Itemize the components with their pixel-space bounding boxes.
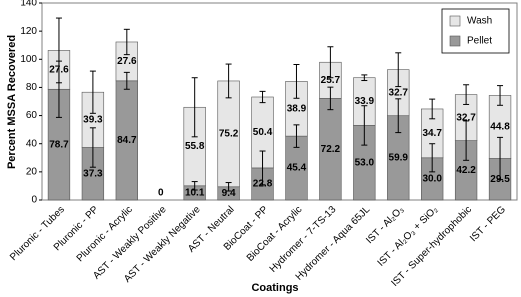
value-label: 78.7	[49, 139, 69, 150]
value-label: 45.4	[287, 163, 307, 174]
value-label: 55.8	[185, 141, 205, 152]
error-bar	[429, 98, 436, 120]
y-tick-label: 40	[26, 138, 38, 149]
plot-area	[41, 2, 518, 201]
value-label: 27.6	[117, 56, 137, 67]
value-label: 10.1	[185, 188, 205, 199]
legend-label: Pellet	[467, 36, 492, 47]
error-bar	[497, 85, 504, 106]
error-bar	[361, 105, 368, 146]
y-tick-label: 120	[20, 26, 37, 37]
value-label: 44.8	[490, 122, 510, 133]
y-tick-label: 20	[26, 166, 38, 177]
error-bar	[429, 143, 436, 173]
x-axis-title: Coatings	[251, 282, 298, 294]
value-label: 32.7	[456, 112, 476, 123]
value-label: 84.7	[117, 135, 137, 146]
value-label: 37.3	[83, 168, 103, 179]
value-label: 34.7	[422, 128, 442, 139]
legend-swatch	[449, 35, 461, 47]
error-bar	[225, 182, 232, 192]
error-bar	[89, 70, 96, 114]
error-bar	[327, 46, 334, 79]
legend-label: Wash	[467, 16, 492, 27]
error-bar	[497, 136, 504, 181]
error-bar	[463, 120, 470, 161]
value-label: 42.2	[456, 165, 476, 176]
legend-swatch	[449, 15, 461, 27]
error-bar	[259, 150, 266, 186]
y-axis-title: Percent MSSA Recovered	[6, 35, 18, 169]
y-tick-label: 60	[26, 110, 38, 121]
value-label: 30.0	[422, 174, 442, 185]
value-label: 72.2	[321, 144, 341, 155]
error-bar	[191, 77, 198, 138]
value-label: 9.4	[222, 188, 236, 199]
error-bar	[327, 86, 334, 111]
error-bar	[89, 127, 96, 168]
y-tick-label: 80	[26, 82, 38, 93]
error-bar	[293, 124, 300, 148]
value-label: 50.4	[253, 127, 273, 138]
error-bar	[395, 98, 402, 134]
value-label: 59.9	[389, 152, 409, 163]
error-bar	[395, 52, 402, 88]
x-tick-label: Pluronic - Tubes	[8, 204, 67, 263]
error-bar	[191, 181, 198, 191]
value-label: 0	[158, 188, 164, 199]
x-tick-label: IST - Al₂O₃ + SiO₂	[376, 204, 441, 269]
error-bar	[361, 74, 368, 82]
error-bar	[123, 28, 130, 56]
error-bar	[123, 71, 130, 90]
value-label: 32.7	[389, 87, 409, 98]
value-label: 53.0	[355, 157, 375, 168]
error-bar	[225, 63, 232, 99]
value-label: 25.7	[321, 75, 341, 86]
error-bar	[259, 90, 266, 104]
error-bar	[55, 17, 62, 84]
y-tick-label: 100	[20, 54, 37, 65]
y-tick-label: 0	[31, 195, 37, 206]
value-label: 38.9	[287, 103, 307, 114]
x-tick-label: IST - PEG	[468, 204, 508, 244]
error-bar	[293, 63, 300, 99]
value-label: 33.9	[355, 96, 375, 107]
y-tick-label: 140	[20, 0, 37, 9]
value-label: 39.3	[83, 115, 103, 126]
error-bar	[463, 84, 470, 105]
value-label: 75.2	[219, 129, 239, 140]
